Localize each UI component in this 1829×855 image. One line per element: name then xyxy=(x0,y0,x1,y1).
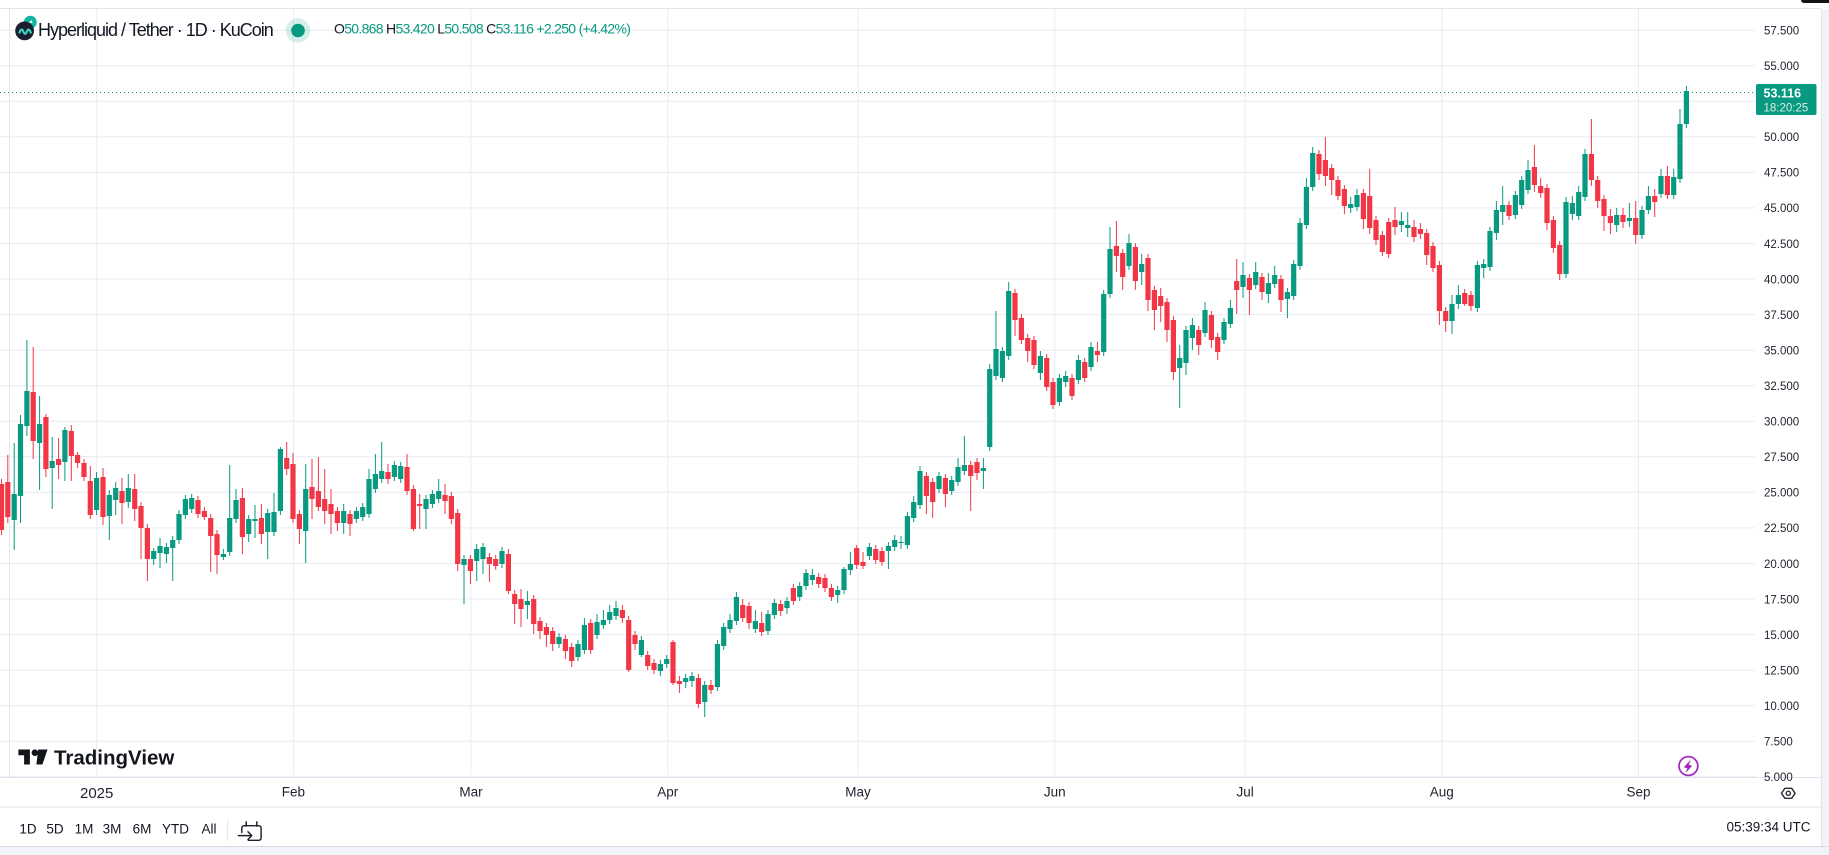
svg-text:35.000: 35.000 xyxy=(1764,345,1799,357)
svg-text:YTD: YTD xyxy=(162,822,189,837)
svg-text:25.000: 25.000 xyxy=(1764,488,1799,500)
svg-text:Hyperliquid / Tether · 1D · Ku: Hyperliquid / Tether · 1D · KuCoin xyxy=(38,20,273,40)
svg-text:Jul: Jul xyxy=(1236,785,1253,800)
svg-text:17.500: 17.500 xyxy=(1764,594,1799,606)
svg-text:All: All xyxy=(201,822,216,837)
svg-text:12.500: 12.500 xyxy=(1764,665,1799,677)
svg-text:53.116: 53.116 xyxy=(1764,87,1802,101)
svg-text:Apr: Apr xyxy=(657,785,679,800)
svg-text:15.000: 15.000 xyxy=(1764,630,1799,642)
svg-text:50.000: 50.000 xyxy=(1764,132,1799,144)
svg-text:37.500: 37.500 xyxy=(1764,310,1799,322)
svg-text:O50.868 H53.420 L50.508 C53.11: O50.868 H53.420 L50.508 C53.116 +2.250 (… xyxy=(334,21,630,37)
svg-text:Sep: Sep xyxy=(1626,785,1650,800)
svg-text:Aug: Aug xyxy=(1430,785,1454,800)
svg-text:10.000: 10.000 xyxy=(1764,701,1799,713)
svg-text:6M: 6M xyxy=(133,822,152,837)
svg-text:47.500: 47.500 xyxy=(1764,168,1799,180)
svg-text:Jun: Jun xyxy=(1044,785,1066,800)
svg-text:55.000: 55.000 xyxy=(1764,61,1799,73)
svg-text:7.500: 7.500 xyxy=(1764,737,1793,749)
svg-text:May: May xyxy=(845,785,871,800)
svg-text:TradingView: TradingView xyxy=(54,747,174,770)
svg-text:57.500: 57.500 xyxy=(1764,26,1799,38)
svg-text:18:20:25: 18:20:25 xyxy=(1764,103,1809,115)
svg-text:42.500: 42.500 xyxy=(1764,239,1799,251)
svg-text:22.500: 22.500 xyxy=(1764,523,1799,535)
svg-text:05:39:34 UTC: 05:39:34 UTC xyxy=(1726,820,1810,835)
svg-text:45.000: 45.000 xyxy=(1764,203,1799,215)
svg-text:40.000: 40.000 xyxy=(1764,274,1799,286)
svg-text:Mar: Mar xyxy=(459,785,483,800)
svg-text:1M: 1M xyxy=(75,822,94,837)
svg-text:20.000: 20.000 xyxy=(1764,559,1799,571)
svg-text:32.500: 32.500 xyxy=(1764,381,1799,393)
svg-text:Feb: Feb xyxy=(282,785,305,800)
svg-text:3M: 3M xyxy=(103,822,122,837)
svg-text:30.000: 30.000 xyxy=(1764,417,1799,429)
svg-text:5D: 5D xyxy=(46,822,64,837)
svg-text:1D: 1D xyxy=(19,822,37,837)
svg-text:27.500: 27.500 xyxy=(1764,452,1799,464)
svg-text:5.000: 5.000 xyxy=(1764,772,1793,784)
svg-text:2025: 2025 xyxy=(80,785,113,802)
